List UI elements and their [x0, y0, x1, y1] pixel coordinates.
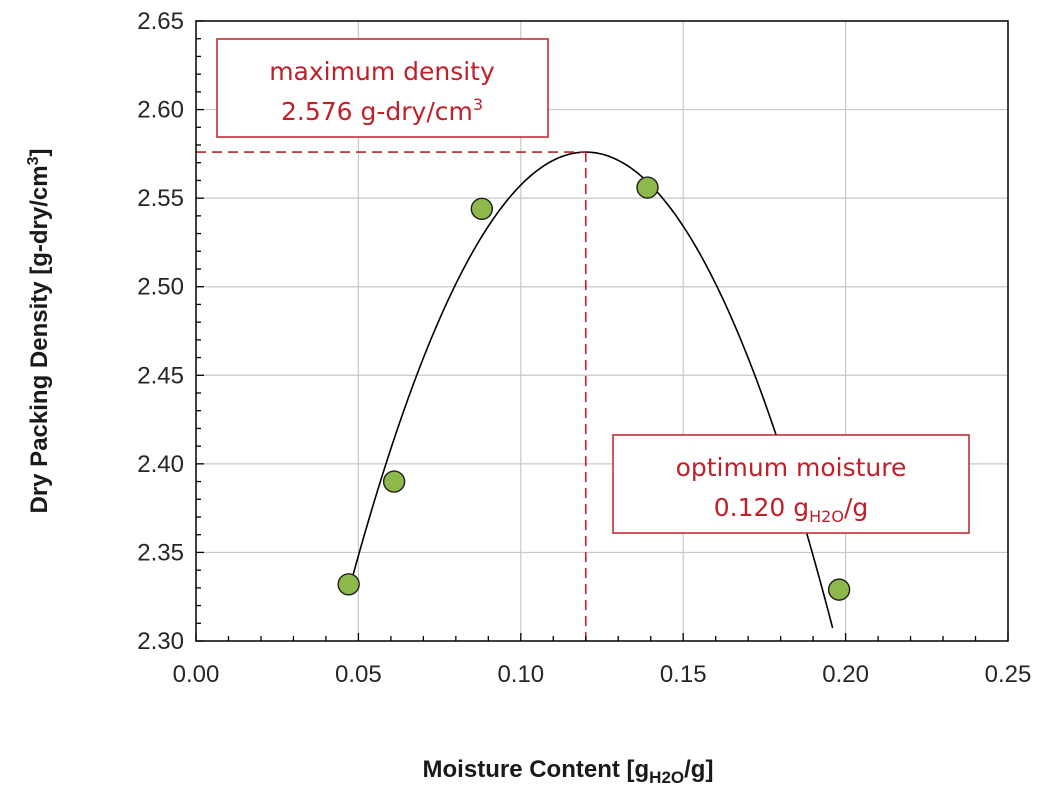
- y-axis-title: Dry Packing Density [g-dry/cm3]: [25, 148, 53, 513]
- data-point-1: [337, 573, 360, 596]
- y-tick-label: 2.65: [137, 8, 184, 35]
- gridlines: [196, 21, 1008, 641]
- y-tick-label: 2.35: [137, 539, 184, 566]
- x-tick-label: 0.25: [985, 661, 1032, 688]
- data-point-3: [470, 197, 494, 220]
- max-density-box: [216, 38, 549, 138]
- data-point-5: [827, 578, 851, 601]
- x-tick-label: 0.20: [822, 661, 869, 688]
- y-tick-label: 2.60: [137, 97, 184, 124]
- optimum-moisture-box: [612, 434, 970, 534]
- axes: [195, 20, 1009, 642]
- plot-border: [195, 20, 1009, 642]
- max-density-label: maximum density: [269, 57, 495, 86]
- x-tick-label: 0.10: [497, 661, 544, 688]
- y-tick-label: 2.40: [137, 451, 184, 478]
- x-axis-title: Moisture Content [gH2O/g]: [423, 756, 714, 787]
- data-point-4: [636, 176, 659, 199]
- fit-curve: [351, 151, 834, 629]
- optimum-moisture-label: optimum moisture: [676, 453, 907, 482]
- y-tick-label: 2.50: [137, 274, 184, 301]
- x-tick-label: 0.00: [173, 661, 220, 688]
- annotation-guides: [196, 151, 587, 641]
- y-tick-label: 2.55: [137, 185, 184, 212]
- data-point-2: [382, 470, 406, 493]
- optimum-moisture-value: 0.120 gH2O/g: [714, 493, 869, 526]
- max-density-value: 2.576 g-dry/cm3: [281, 95, 483, 126]
- y-tick-labels: 2.30 2.35 2.40 2.45 2.50 2.55 2.60 2.65: [137, 8, 184, 655]
- y-tick-label: 2.45: [137, 362, 184, 389]
- x-tick-label: 0.15: [660, 661, 707, 688]
- x-tick-label: 0.05: [335, 661, 382, 688]
- data-points: [337, 176, 851, 601]
- x-tick-labels: 0.00 0.05 0.10 0.15 0.20 0.25: [173, 661, 1032, 688]
- y-tick-label: 2.30: [137, 628, 184, 655]
